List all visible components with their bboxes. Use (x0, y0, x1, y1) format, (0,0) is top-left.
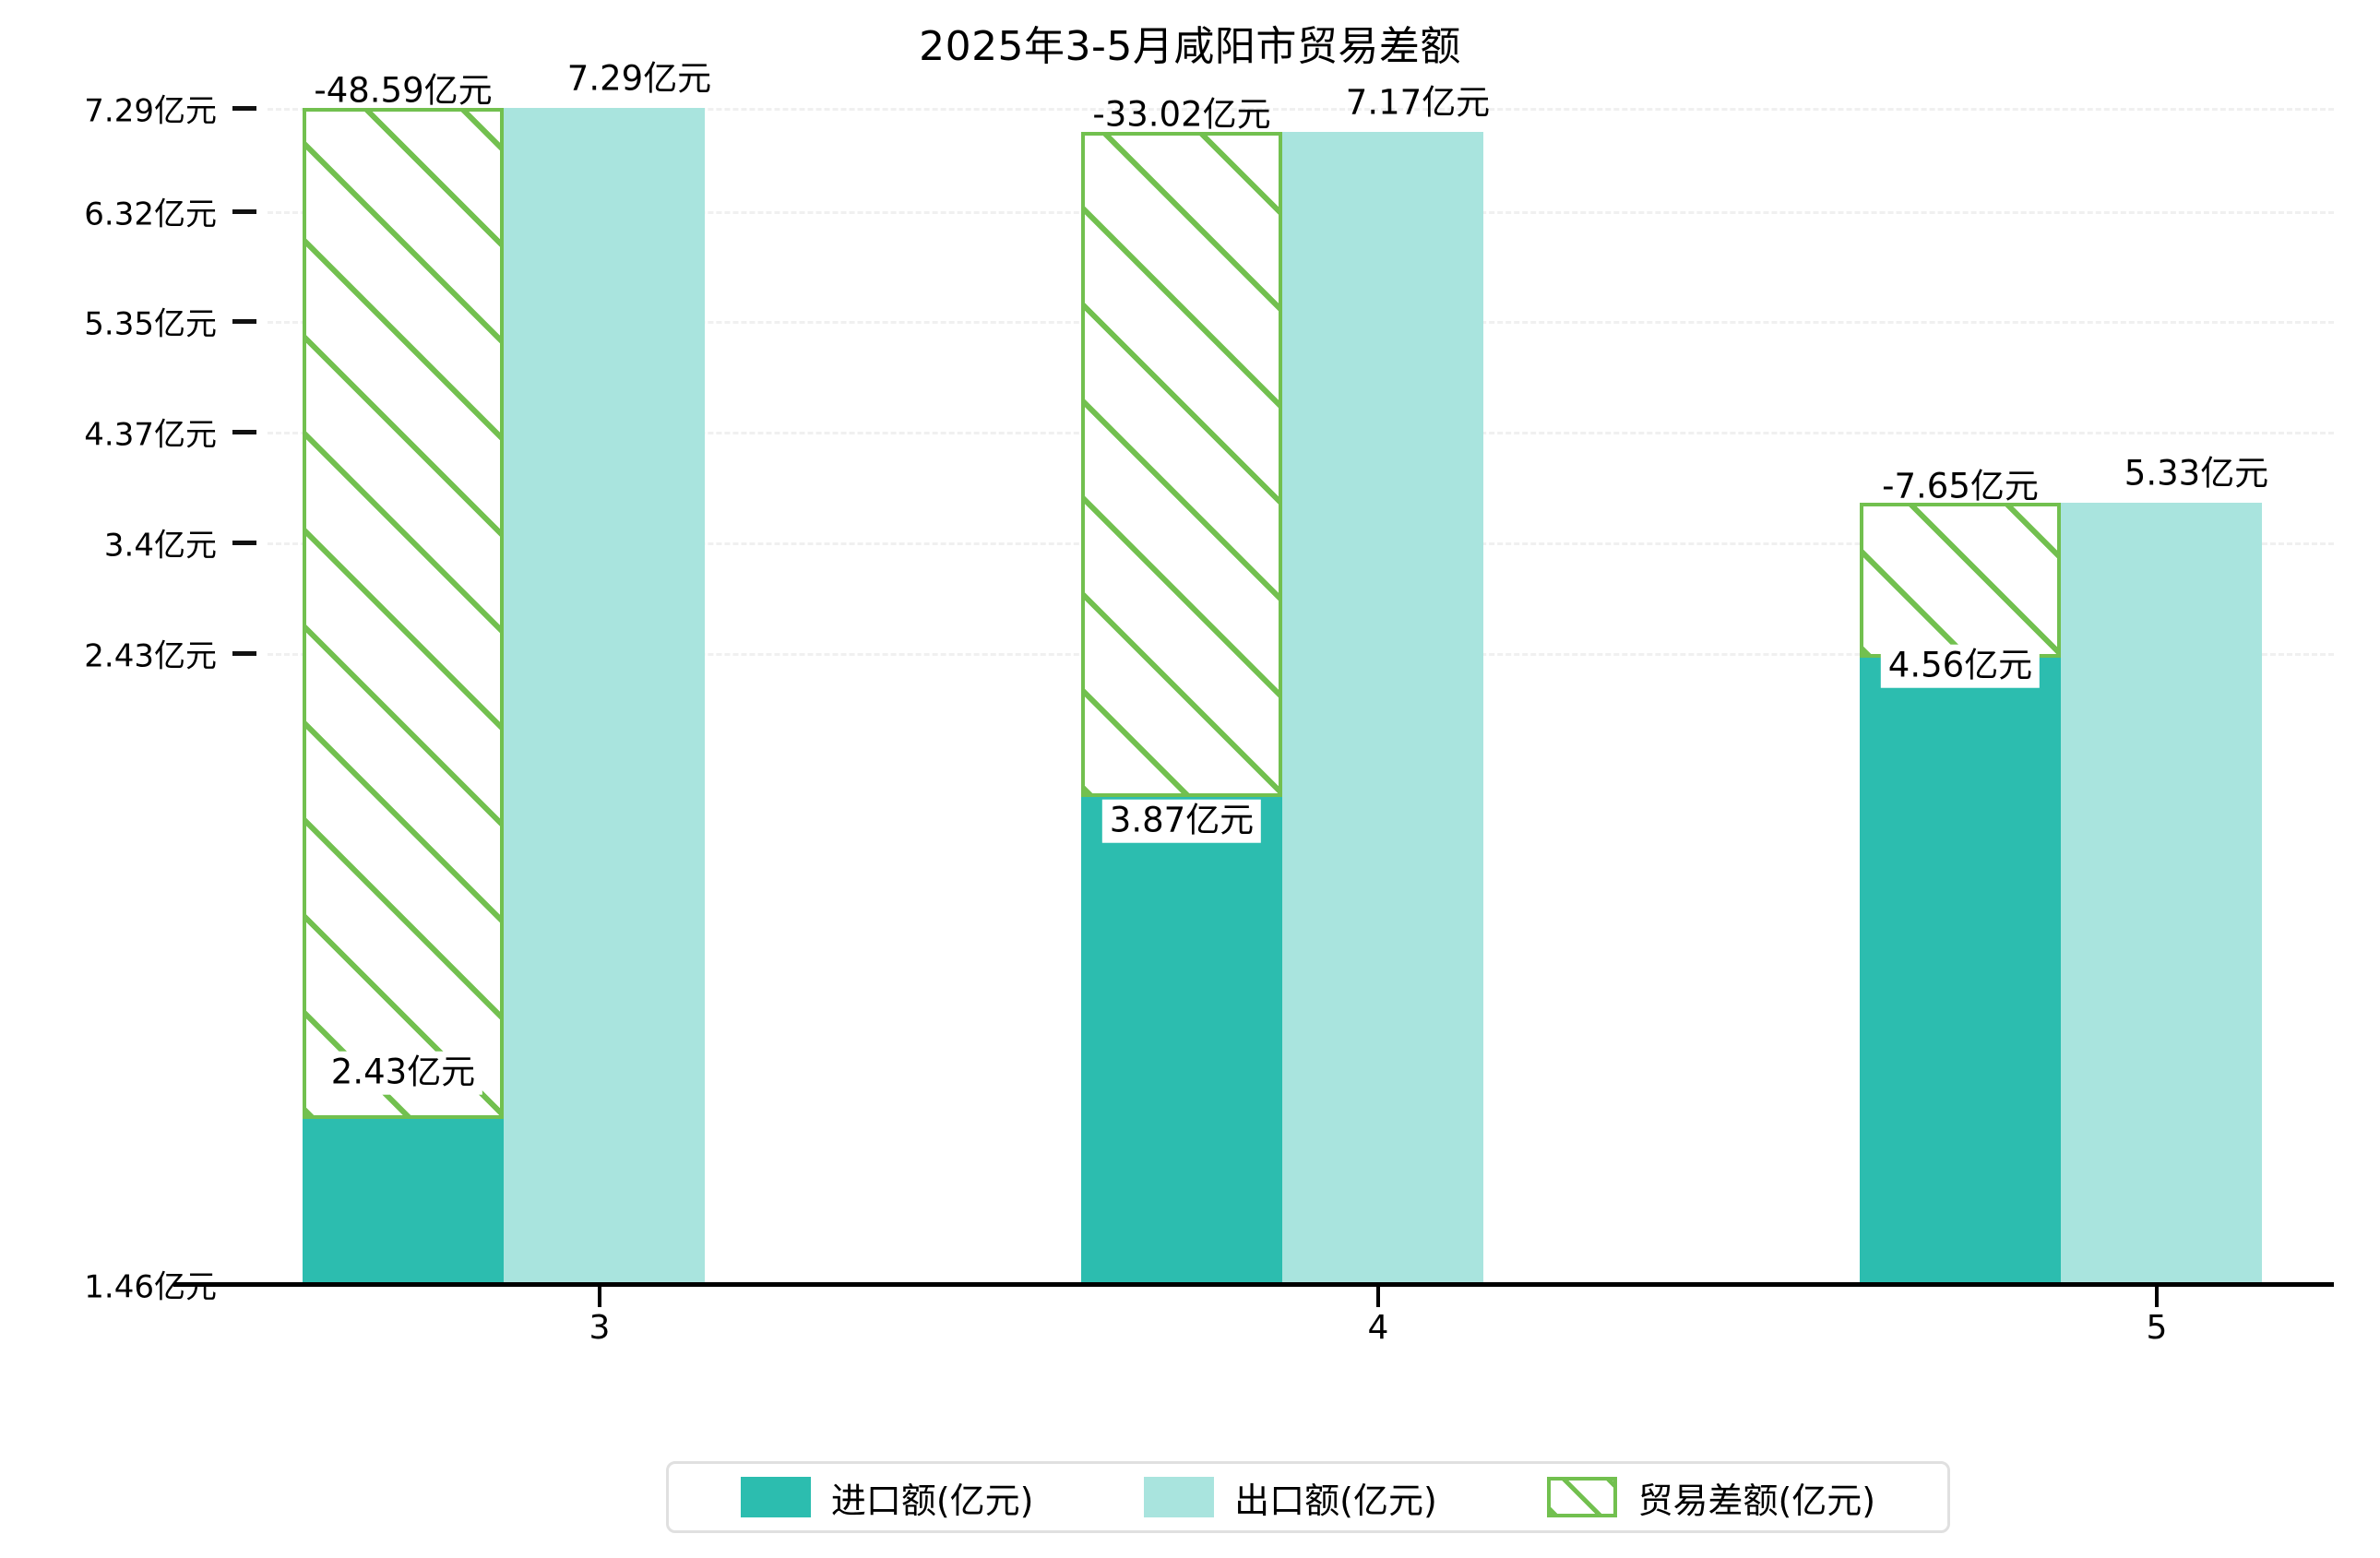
y-tick-label: 5.35亿元 (84, 305, 217, 343)
y-tick-label: 6.32亿元 (84, 196, 217, 233)
bar-export[interactable] (504, 108, 705, 1282)
legend-swatch-hatch-icon (1547, 1477, 1618, 1517)
legend: 进口额(亿元) 出口额(亿元) 贸易差额(亿元) (666, 1461, 1950, 1533)
plot-area (268, 108, 2334, 1282)
legend-swatch-export-icon (1144, 1477, 1215, 1517)
x-axis-line (173, 1282, 2334, 1287)
y-tick-label: 2.43亿元 (84, 637, 217, 675)
y-tick-mark (232, 651, 256, 656)
y-tick-mark (232, 209, 256, 214)
data-label-import: 3.87亿元 (1101, 799, 1262, 843)
x-tick-label: 5 (2146, 1309, 2168, 1347)
y-tick-label: 4.37亿元 (84, 416, 217, 454)
bar-export[interactable] (2061, 503, 2262, 1282)
bar-import[interactable] (1081, 797, 1282, 1282)
gridline (268, 108, 2334, 111)
bar-import[interactable] (303, 1119, 504, 1282)
y-tick-label: 1.46亿元 (84, 1268, 217, 1306)
x-tick-label: 3 (589, 1309, 611, 1347)
x-tick-mark (1376, 1287, 1380, 1307)
y-tick-label: 3.4亿元 (103, 527, 217, 565)
legend-item-trade-balance[interactable]: 贸易差额(亿元) (1547, 1472, 1875, 1523)
data-label-trade-balance: -7.65亿元 (1882, 466, 2039, 506)
data-label-trade-balance: -33.02亿元 (1092, 94, 1271, 135)
data-label-export: 7.17亿元 (1345, 82, 1491, 123)
x-tick-label: 4 (1367, 1309, 1389, 1347)
data-label-trade-balance: -48.59亿元 (314, 70, 493, 111)
x-tick-mark (2155, 1287, 2159, 1307)
y-tick-label: 7.29亿元 (84, 92, 217, 130)
legend-label-export: 出口额(亿元) (1234, 1480, 1437, 1521)
legend-swatch-import-icon (740, 1477, 811, 1517)
data-label-import: 4.56亿元 (1880, 644, 2041, 688)
bar-trade-balance[interactable] (1860, 503, 2061, 658)
page-title: 2025年3-5月咸阳市贸易差额 (919, 23, 1461, 70)
legend-label-import: 进口额(亿元) (830, 1480, 1034, 1521)
data-label-import: 2.43亿元 (323, 1051, 483, 1095)
data-label-export: 7.29亿元 (566, 58, 712, 99)
bar-import[interactable] (1860, 658, 2061, 1282)
y-tick-mark (232, 319, 256, 324)
legend-label-trade-balance: 贸易差额(亿元) (1637, 1480, 1876, 1521)
y-tick-mark (232, 430, 256, 434)
data-label-export: 5.33亿元 (2124, 453, 2269, 494)
y-tick-mark (232, 541, 256, 545)
y-tick-mark (232, 106, 256, 111)
bar-export[interactable] (1282, 132, 1483, 1282)
legend-item-import[interactable]: 进口额(亿元) (740, 1472, 1034, 1523)
legend-item-export[interactable]: 出口额(亿元) (1144, 1472, 1437, 1523)
bar-trade-balance[interactable] (1081, 132, 1282, 797)
bar-trade-balance[interactable] (303, 108, 504, 1119)
x-tick-mark (598, 1287, 601, 1307)
